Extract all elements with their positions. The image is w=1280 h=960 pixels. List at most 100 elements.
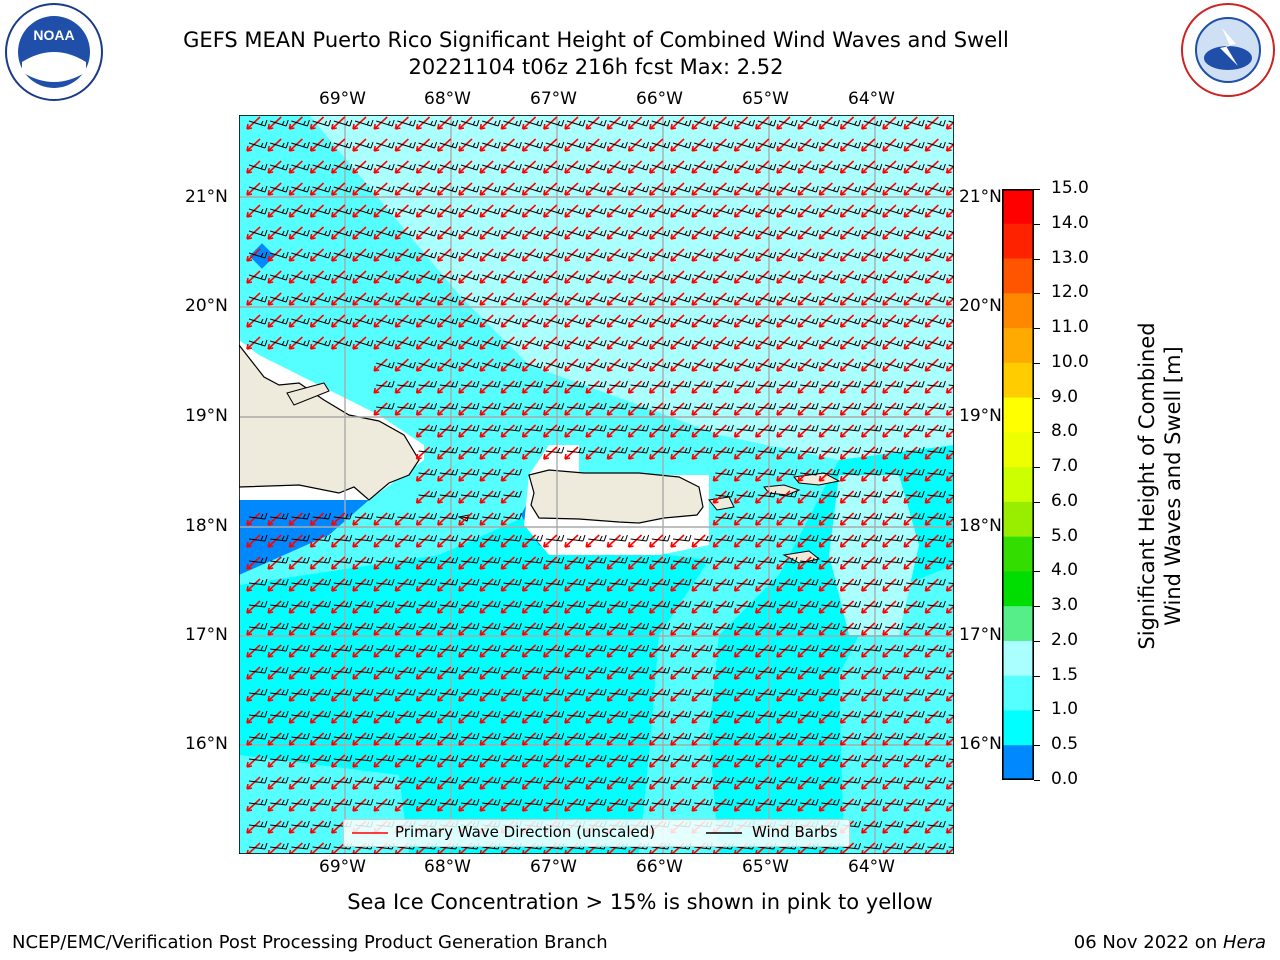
wind-barb — [778, 424, 798, 432]
wave-direction-arrow — [373, 270, 388, 284]
wind-barb — [460, 600, 480, 608]
wave-direction-arrow — [585, 380, 600, 394]
wind-barb — [545, 339, 565, 347]
wind-barb — [588, 446, 607, 454]
wind-barb — [376, 512, 395, 520]
wave-direction-arrow — [479, 226, 494, 240]
wind-barb — [736, 251, 756, 259]
wave-direction-arrow — [839, 116, 855, 130]
wave-direction-arrow — [246, 622, 261, 636]
wind-barb — [715, 402, 734, 410]
wave-direction-arrow — [797, 754, 812, 768]
wave-direction-arrow — [670, 732, 685, 746]
wind-barb — [927, 688, 946, 696]
wind-barb — [588, 600, 607, 608]
wave-direction-arrow — [670, 182, 685, 196]
wind-barb — [503, 578, 522, 586]
wave-direction-arrow — [309, 710, 325, 724]
wave-direction-arrow — [288, 710, 303, 724]
wind-barb — [354, 339, 374, 347]
wind-barb — [948, 472, 954, 475]
wind-barb — [503, 424, 522, 432]
wind-barb — [439, 251, 459, 259]
wave-direction-arrow — [458, 446, 473, 460]
wave-direction-arrow — [500, 446, 515, 460]
wave-direction-arrow — [755, 578, 770, 592]
wind-barb — [842, 556, 862, 564]
wave-direction-arrow — [797, 358, 812, 372]
wave-direction-arrow — [755, 380, 770, 394]
wave-direction-arrow — [776, 402, 791, 416]
wave-direction-arrow — [331, 644, 346, 658]
wave-direction-arrow — [543, 380, 558, 394]
wind-barb — [609, 600, 628, 608]
wind-barb — [651, 163, 671, 171]
wind-barb — [376, 578, 395, 586]
wind-barb — [927, 424, 946, 432]
wave-direction-arrow — [500, 358, 515, 372]
wave-direction-arrow — [458, 688, 473, 702]
wind-barb — [270, 534, 289, 542]
wind-barb — [736, 361, 756, 369]
wind-barb — [439, 468, 459, 476]
wave-direction-arrow — [861, 600, 876, 614]
wave-direction-arrow — [309, 314, 325, 328]
wave-direction-arrow — [818, 622, 833, 636]
wave-direction-arrow — [373, 534, 388, 548]
wave-direction-arrow — [288, 644, 303, 658]
wave-direction-arrow — [712, 578, 727, 592]
wave-direction-arrow — [649, 402, 664, 416]
wind-barb — [672, 361, 692, 369]
wave-direction-arrow — [309, 732, 325, 746]
wind-barb — [312, 798, 332, 806]
wave-direction-arrow — [670, 270, 685, 284]
wind-barb — [736, 600, 756, 608]
wind-barb — [524, 251, 544, 259]
wind-barb — [884, 163, 904, 171]
wind-barb — [354, 732, 374, 740]
colorbar-tick-mark — [1034, 675, 1040, 677]
wave-direction-arrow — [331, 578, 346, 592]
wind-barb — [948, 846, 954, 849]
wind-barb — [545, 688, 565, 696]
wave-direction-arrow — [479, 358, 494, 372]
wave-direction-arrow — [331, 204, 346, 218]
wave-direction-arrow — [691, 270, 706, 284]
wave-direction-arrow — [415, 534, 431, 548]
wind-barb — [312, 688, 332, 696]
wind-barb — [927, 317, 946, 325]
wave-direction-arrow — [691, 138, 706, 152]
wave-direction-arrow — [437, 600, 452, 614]
lat-label-left-17n: 17°N — [185, 625, 228, 645]
wind-barb — [927, 534, 946, 542]
wave-direction-arrow — [755, 512, 770, 526]
wind-barb — [884, 490, 904, 498]
wind-barb — [715, 163, 734, 171]
wind-barb — [524, 402, 544, 410]
wave-direction-arrow — [945, 737, 954, 746]
wave-direction-arrow — [500, 182, 515, 196]
wave-direction-arrow — [585, 402, 600, 416]
wind-barb — [333, 556, 353, 564]
wind-barb — [354, 534, 374, 542]
lat-label-left-21n: 21°N — [185, 187, 228, 207]
wave-direction-arrow — [267, 842, 282, 854]
wave-direction-arrow — [458, 314, 473, 328]
wind-barb — [460, 776, 480, 784]
wave-direction-arrow — [246, 578, 261, 592]
wave-direction-arrow — [776, 270, 791, 284]
wind-barb — [248, 732, 268, 740]
wind-barb — [927, 842, 946, 850]
wave-direction-arrow — [924, 248, 939, 262]
wave-direction-arrow — [521, 644, 537, 658]
wind-barb — [800, 273, 819, 281]
wind-barb — [672, 622, 692, 630]
wind-barb — [291, 119, 310, 127]
wind-barb — [482, 776, 501, 784]
wave-direction-arrow — [585, 204, 600, 218]
wind-barb — [842, 776, 862, 784]
wave-direction-arrow — [415, 578, 431, 592]
wave-direction-arrow — [755, 182, 770, 196]
wave-direction-arrow — [924, 138, 939, 152]
wave-direction-arrow — [415, 688, 431, 702]
